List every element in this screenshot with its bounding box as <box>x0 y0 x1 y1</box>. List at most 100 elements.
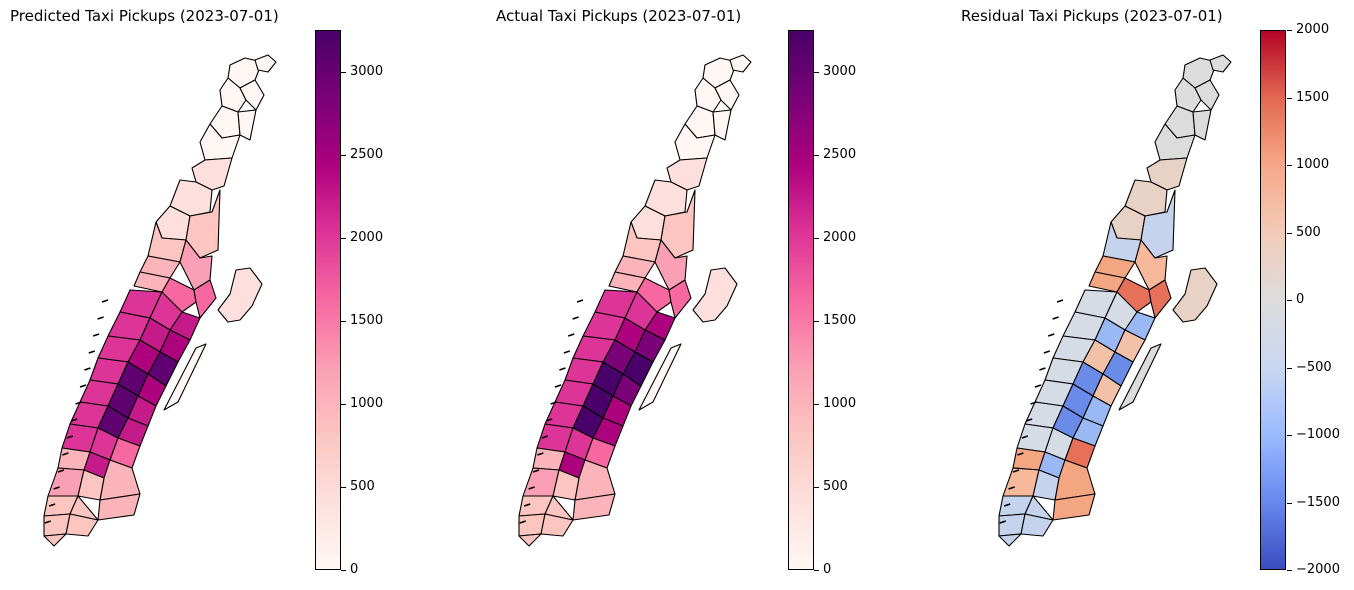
predicted-pickups-map <box>43 54 277 547</box>
colorbar-tick-label: 3000 <box>340 63 384 79</box>
colorbar-tick-label: 1000 <box>1286 157 1330 172</box>
residual-colorbar-ticks: −2000 −1500 −1000 −500 0 500 1000 1500 2000 <box>1286 22 1354 577</box>
pier-line <box>563 350 571 354</box>
pier-line <box>523 503 531 507</box>
colorbar-tick-label: 0 <box>1286 292 1305 307</box>
colorbar-tick-label: 500 <box>814 478 848 494</box>
pier-line <box>1025 418 1033 422</box>
colorbar-tick-label: 1500 <box>340 312 384 328</box>
pier-line <box>79 384 87 388</box>
pier-line <box>519 520 527 524</box>
colorbar-tick-label: 0 <box>813 562 832 577</box>
island-zone <box>1172 267 1218 323</box>
taxi-zone <box>729 54 752 73</box>
taxi-zone <box>1020 513 1054 537</box>
actual-colorbar <box>788 30 814 570</box>
taxi-zone <box>1148 279 1172 319</box>
pier-line <box>92 333 100 337</box>
taxi-zone <box>712 109 732 141</box>
pier-line <box>75 401 82 405</box>
pier-line <box>1039 367 1046 371</box>
pier-line <box>1043 350 1051 354</box>
pier-line <box>1047 333 1055 337</box>
taxi-zone <box>636 277 672 313</box>
actual-pickups-map <box>518 54 752 547</box>
pier-line <box>532 469 540 473</box>
taxi-zone <box>161 277 197 313</box>
colorbar-tick-label: −1000 <box>1287 427 1340 442</box>
colorbar-tick-label: 2000 <box>813 229 857 245</box>
taxi-zone <box>1052 493 1096 521</box>
pier-line <box>554 384 562 388</box>
taxi-zone <box>518 533 542 547</box>
taxi-zone <box>998 533 1022 547</box>
predicted-colorbar <box>315 30 341 570</box>
pier-line <box>1030 401 1037 405</box>
taxi-zone <box>540 513 574 537</box>
island-zone <box>1118 343 1162 411</box>
pier-line <box>572 316 579 320</box>
pier-line <box>999 520 1007 524</box>
actual-map-title: Actual Taxi Pickups (2023-07-01) <box>496 7 742 25</box>
taxi-zone <box>65 513 99 537</box>
colorbar-tick-label: 0 <box>340 562 359 577</box>
pier-line <box>550 401 557 405</box>
taxi-zone <box>97 493 141 521</box>
pier-line <box>66 435 74 439</box>
colorbar-tick-label: 1500 <box>1286 89 1330 105</box>
actual-colorbar-ticks: 0 500 1000 1500 2000 2500 3000 <box>813 30 883 577</box>
island-zone <box>163 343 207 411</box>
taxi-zone <box>43 533 67 547</box>
pier-line <box>44 520 52 524</box>
colorbar-tick-label: 500 <box>341 478 375 494</box>
taxi-zone <box>714 79 740 111</box>
pier-line <box>545 418 553 422</box>
colorbar-tick-label: −2000 <box>1287 562 1340 577</box>
taxi-zone <box>1192 109 1212 141</box>
taxi-zone <box>1194 79 1220 111</box>
residual-colorbar <box>1260 30 1286 570</box>
colorbar-tick-label: −500 <box>1287 359 1332 375</box>
colorbar-tick-label: −1500 <box>1287 494 1340 510</box>
pier-line <box>1012 469 1020 473</box>
pier-line <box>97 316 104 320</box>
pier-line <box>57 469 65 473</box>
colorbar-tick-label: 2500 <box>813 146 857 162</box>
pier-line <box>1021 435 1029 439</box>
pier-line <box>528 486 535 490</box>
taxi-zone <box>1116 277 1152 313</box>
pier-line <box>1052 316 1059 320</box>
colorbar-tick-label: 1500 <box>813 312 857 328</box>
pier-line <box>1017 452 1024 456</box>
island-zone <box>217 267 263 323</box>
colorbar-tick-label: 2500 <box>340 146 384 162</box>
pier-line <box>101 299 109 303</box>
pier-line <box>70 418 78 422</box>
residual-pickups-map <box>998 54 1232 547</box>
pier-line <box>1008 486 1015 490</box>
pier-line <box>537 452 544 456</box>
residual-map-title: Residual Taxi Pickups (2023-07-01) <box>961 7 1223 25</box>
taxi-zone <box>237 109 257 141</box>
colorbar-tick-label: 1000 <box>813 395 857 411</box>
colorbar-tick-label: 2000 <box>1286 22 1330 37</box>
colorbar-tick-label: 1000 <box>340 395 384 411</box>
taxi-zone <box>193 279 217 319</box>
pier-line <box>62 452 69 456</box>
taxi-zone <box>1209 54 1232 73</box>
pier-line <box>576 299 584 303</box>
island-zone <box>638 343 682 411</box>
pier-line <box>84 367 91 371</box>
predicted-map-title: Predicted Taxi Pickups (2023-07-01) <box>10 7 279 25</box>
taxi-zone <box>254 54 277 73</box>
pier-line <box>1034 384 1042 388</box>
predicted-colorbar-ticks: 0 500 1000 1500 2000 2500 3000 <box>340 30 410 577</box>
pier-line <box>541 435 549 439</box>
pier-line <box>88 350 96 354</box>
colorbar-tick-label: 3000 <box>813 63 857 79</box>
taxi-zone <box>668 279 692 319</box>
pier-line <box>567 333 575 337</box>
taxi-zone <box>572 493 616 521</box>
pier-line <box>53 486 60 490</box>
